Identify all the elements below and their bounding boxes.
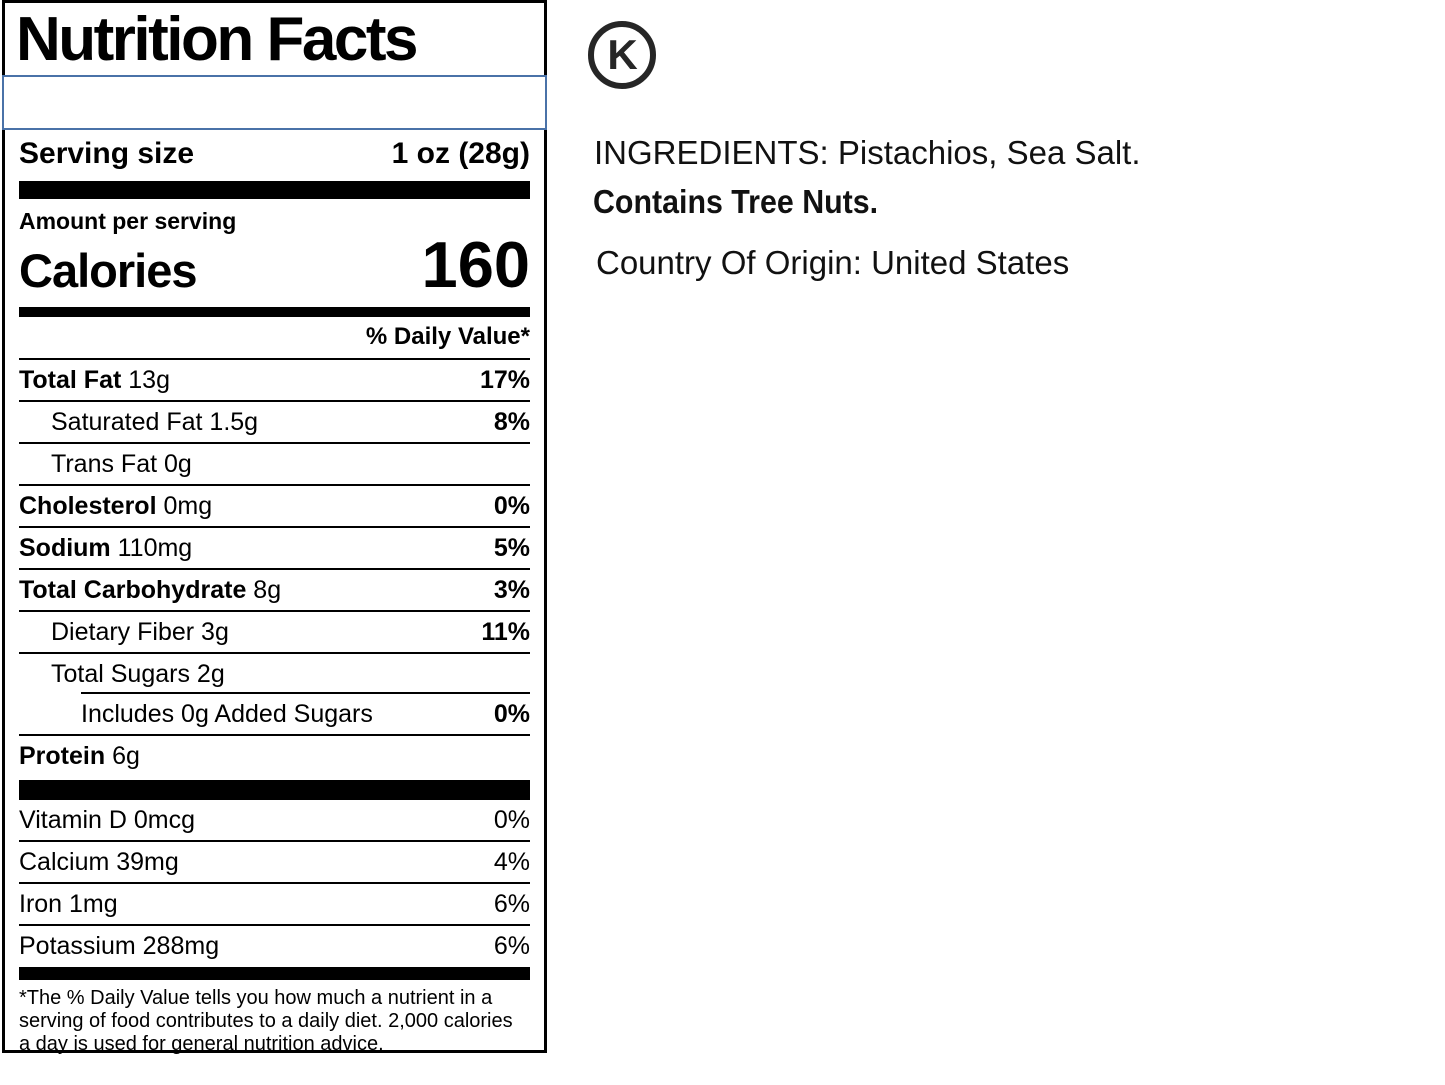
nutrient-daily-value: 5% — [493, 534, 530, 562]
nutrition-facts-label: Nutrition Facts Serving size 1 oz (28g) … — [2, 0, 547, 1056]
nutrient-name: Cholesterol 0mg — [19, 492, 213, 520]
nutrient-row: Cholesterol 0mg 0% — [19, 486, 530, 528]
nutrient-name: Total Carbohydrate 8g — [19, 576, 282, 604]
indented-rule — [81, 692, 530, 694]
allergen-statement: Contains Tree Nuts. — [593, 183, 879, 220]
nutrient-row: Trans Fat 0g — [19, 444, 530, 486]
nutrient-row: Saturated Fat 1.5g 8% — [19, 402, 530, 444]
nutrient-name: Potassium 288mg — [19, 932, 220, 960]
nutrient-row: Calcium 39mg 4% — [19, 842, 530, 884]
calories-value: 160 — [421, 228, 530, 301]
nutrient-name: Vitamin D 0mcg — [19, 806, 195, 834]
nutrient-daily-value: 0% — [493, 806, 530, 834]
nutrient-name: Calcium 39mg — [19, 848, 179, 876]
nutrient-row: Total Sugars 2g — [19, 654, 530, 694]
nutrient-name: Trans Fat 0g — [51, 450, 192, 478]
nutrient-row: Dietary Fiber 3g 11% — [19, 612, 530, 654]
ingredients-text: INGREDIENTS: Pistachios, Sea Salt. — [594, 134, 1141, 171]
medium-divider-bar — [19, 307, 530, 317]
daily-value-footnote: *The % Daily Value tells you how much a … — [19, 987, 513, 1055]
nutrient-daily-value: 0% — [493, 492, 530, 520]
nutrient-daily-value: 0% — [493, 700, 530, 728]
nutrient-name: Includes 0g Added Sugars — [81, 700, 373, 728]
nutrient-name: Protein 6g — [19, 742, 140, 770]
nutrient-name: Sodium 110mg — [19, 534, 193, 562]
daily-value-header: % Daily Value* — [19, 317, 530, 360]
nutrient-row: Total Carbohydrate 8g 3% — [19, 570, 530, 612]
nutrient-daily-value: 6% — [493, 890, 530, 918]
nutrient-name: Iron 1mg — [19, 890, 118, 918]
kosher-circle-k-icon: K — [588, 21, 656, 89]
nutrient-name: Total Fat 13g — [19, 366, 170, 394]
nutrient-name: Total Sugars 2g — [51, 660, 225, 688]
thick-divider-bar — [19, 780, 530, 800]
nutrient-row: Iron 1mg 6% — [19, 884, 530, 926]
nutrient-daily-value: 3% — [493, 576, 530, 604]
nutrient-daily-value: 17% — [479, 366, 530, 394]
nutrient-row: Vitamin D 0mcg 0% — [19, 800, 530, 842]
thin-divider-bar — [19, 967, 530, 980]
nutrition-facts-title: Nutrition Facts — [16, 5, 418, 74]
thick-divider-bar — [19, 181, 530, 199]
nutrient-row: Protein 6g — [19, 736, 530, 776]
amount-per-serving-label: Amount per serving — [19, 208, 237, 234]
nutrient-daily-value: 4% — [493, 848, 530, 876]
nutrient-row: Total Fat 13g 17% — [19, 360, 530, 402]
vitamin-rows: Vitamin D 0mcg 0% Calcium 39mg 4% Iron 1mg 6%… — [19, 800, 530, 966]
nutrient-row: Sodium 110mg 5% — [19, 528, 530, 570]
servings-per-container-input[interactable] — [2, 75, 547, 130]
nutrient-daily-value: 6% — [493, 932, 530, 960]
calories-row: Calories 160 — [19, 228, 530, 302]
serving-size-value: 1 oz (28g) — [391, 137, 530, 170]
nutrient-name: Saturated Fat 1.5g — [51, 408, 259, 436]
country-of-origin-text: Country Of Origin: United States — [596, 244, 1070, 281]
kosher-k-letter: K — [607, 31, 637, 78]
nutrient-row: Potassium 288mg 6% — [19, 926, 530, 966]
nutrient-daily-value: 8% — [493, 408, 530, 436]
nutrient-rows: Total Fat 13g 17% Saturated Fat 1.5g 8% Tran… — [19, 360, 530, 776]
nutrient-row: Includes 0g Added Sugars 0% — [19, 694, 530, 736]
nutrient-name: Dietary Fiber 3g — [51, 618, 229, 646]
nutrient-daily-value: 11% — [481, 618, 530, 646]
serving-size-label: Serving size — [19, 137, 195, 170]
label-content: Serving size 1 oz (28g) Amount per servi… — [5, 130, 544, 1056]
serving-size-row: Serving size 1 oz (28g) — [19, 130, 530, 172]
calories-label: Calories — [19, 244, 197, 297]
